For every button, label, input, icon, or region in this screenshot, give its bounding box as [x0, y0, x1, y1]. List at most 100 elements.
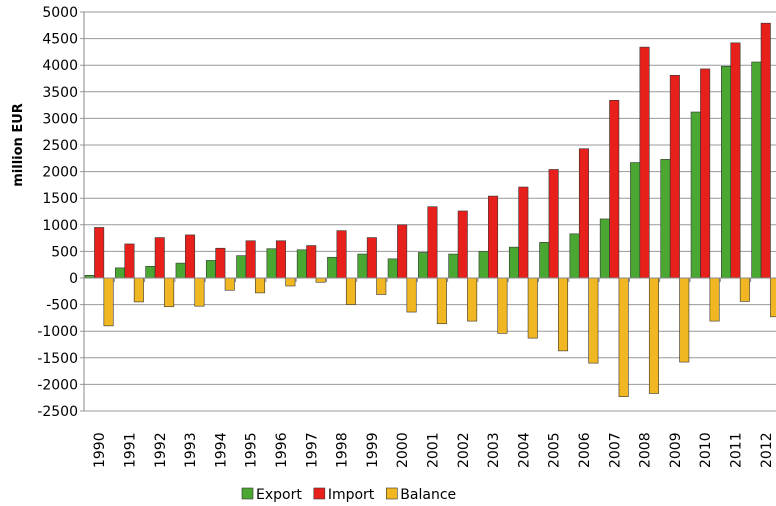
y-tick-label: -2000 [37, 377, 78, 393]
y-tick-label: 500 [51, 244, 78, 260]
y-tick-label: 0 [69, 271, 78, 287]
bar [770, 277, 776, 318]
bar [497, 277, 508, 334]
bar [103, 277, 114, 327]
y-tick-label: 1000 [42, 218, 78, 234]
bar [518, 186, 529, 279]
bar [194, 277, 205, 307]
bar [336, 230, 347, 279]
bar [397, 224, 408, 279]
x-tick-label: 1998 [335, 432, 351, 468]
x-tick-label: 1991 [122, 432, 138, 468]
bar [527, 277, 538, 339]
bar [94, 227, 105, 279]
y-tick-label: -1500 [37, 351, 78, 367]
x-tick-label: 1997 [304, 432, 320, 468]
bar [236, 255, 247, 279]
bar [345, 277, 356, 305]
bar [376, 277, 387, 295]
bar [630, 162, 641, 279]
x-tick-label: 2003 [486, 432, 502, 468]
bar [457, 210, 468, 279]
bar [357, 253, 368, 279]
legend-label: Export [256, 487, 302, 503]
x-tick-label: 2009 [668, 432, 684, 468]
x-tick-label: 2010 [698, 432, 714, 468]
y-tick-label: -2500 [37, 404, 78, 420]
bar [327, 256, 338, 279]
bar [648, 277, 659, 394]
bar [224, 277, 235, 291]
legend-swatch [313, 487, 326, 500]
bar [508, 246, 519, 279]
x-tick-label: 2007 [607, 432, 623, 468]
bar [721, 65, 732, 279]
x-tick-label: 2000 [395, 432, 411, 468]
bar [124, 243, 135, 279]
x-tick-label: 1993 [183, 432, 199, 468]
legend-label: Balance [400, 487, 456, 503]
bar [599, 218, 610, 279]
y-tick-label: -500 [46, 298, 78, 314]
y-tick-label: 2500 [42, 138, 78, 154]
bar [436, 277, 447, 325]
bar [315, 277, 326, 283]
x-tick-label: 2004 [516, 432, 532, 468]
bar [387, 258, 398, 279]
bar [618, 277, 629, 397]
bar [285, 277, 296, 287]
x-tick-label: 1994 [213, 432, 229, 468]
bar [154, 237, 165, 279]
bar [275, 240, 286, 279]
bar [185, 234, 196, 279]
x-tick-label: 2012 [759, 432, 775, 468]
y-tick-label: 4500 [42, 32, 78, 48]
y-axis-label: million EUR [11, 103, 26, 187]
x-tick-label: 1999 [365, 432, 381, 468]
bar [730, 42, 741, 279]
bar [751, 61, 762, 279]
bar [266, 248, 277, 279]
x-tick-label: 1996 [274, 432, 290, 468]
x-tick-label: 2002 [456, 432, 472, 468]
y-tick-label: 2000 [42, 165, 78, 181]
bar [539, 242, 550, 279]
bar [115, 267, 126, 279]
x-tick-label: 2011 [728, 432, 744, 468]
bar [467, 277, 478, 322]
bar [690, 111, 701, 279]
bar [660, 159, 671, 279]
bar [255, 277, 266, 294]
bar [569, 233, 580, 279]
bar [669, 75, 680, 279]
x-tick-label: 2006 [577, 432, 593, 468]
bar [205, 260, 216, 279]
bar [588, 277, 599, 364]
bar [418, 252, 429, 279]
x-tick-label: 1995 [244, 432, 260, 468]
bar [306, 245, 317, 279]
y-tick-label: 4000 [42, 58, 78, 74]
bar [175, 262, 186, 279]
x-tick-label: 2008 [638, 432, 654, 468]
bar [639, 46, 650, 279]
bar [133, 277, 144, 303]
bar [739, 277, 750, 302]
bar [478, 251, 489, 279]
bar [145, 265, 156, 279]
y-tick-label: 3500 [42, 85, 78, 101]
bar [406, 277, 417, 313]
y-tick-label: 5000 [42, 5, 78, 21]
bar [296, 249, 307, 279]
bar [760, 22, 771, 279]
bar [679, 277, 690, 363]
x-tick-label: 2005 [547, 432, 563, 468]
bar [448, 253, 459, 279]
legend-swatch [241, 487, 254, 500]
x-tick-label: 1992 [153, 432, 169, 468]
bar [245, 240, 256, 279]
bar [609, 100, 620, 279]
bar [700, 68, 711, 279]
bar [709, 277, 720, 322]
